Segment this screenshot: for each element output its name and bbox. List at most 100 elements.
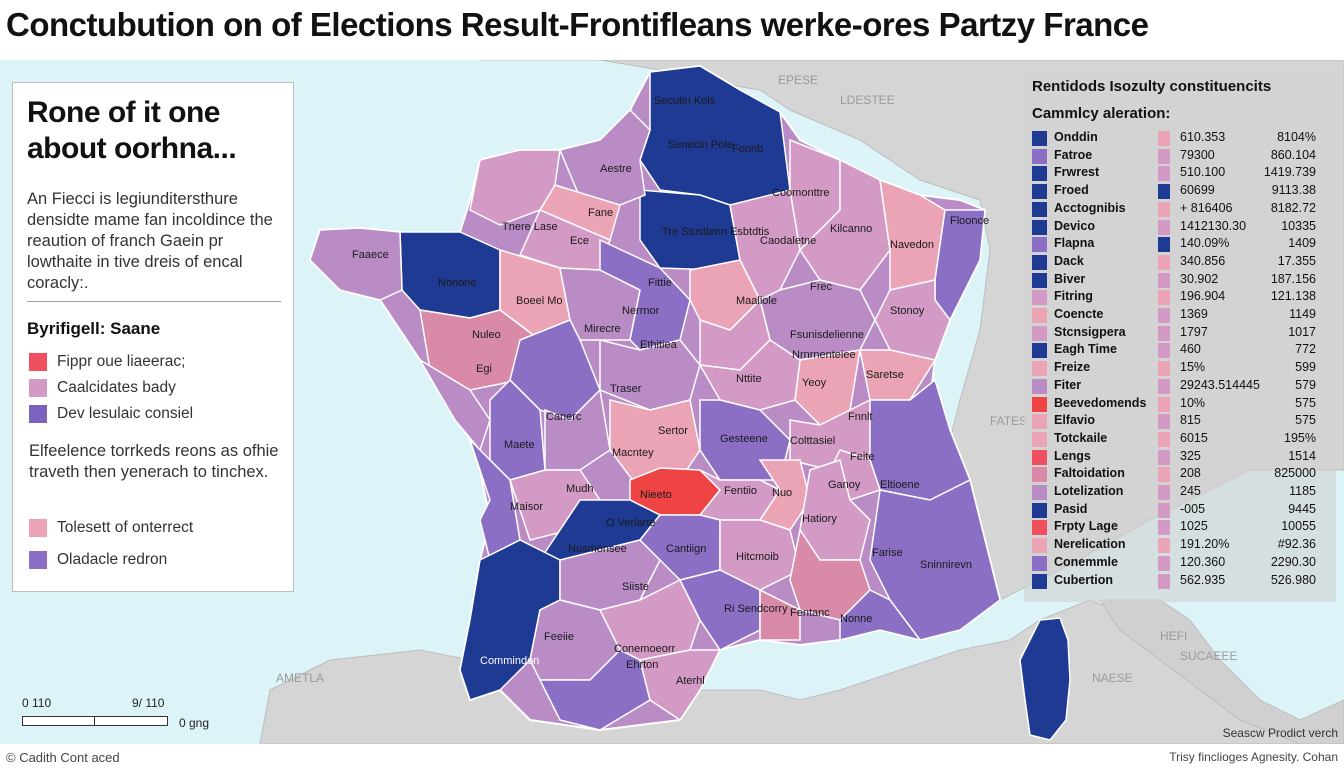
row-value-1: 610.353 <box>1180 130 1226 144</box>
table-row[interactable]: Elfavio 815 575 <box>1032 413 1332 430</box>
map-label: Floonce <box>950 215 989 227</box>
row-secondary-swatch <box>1158 219 1170 235</box>
table-row[interactable]: Totckaile 6015 195% <box>1032 431 1332 448</box>
row-color-swatch <box>1032 414 1047 430</box>
table-row[interactable]: Cubertion 562.935 526.980 <box>1032 573 1332 590</box>
legend-item: Oladacle redron <box>29 551 167 569</box>
row-value-1: 15% <box>1180 360 1206 375</box>
row-color-swatch <box>1032 254 1047 270</box>
row-name: Fatroe <box>1054 147 1093 162</box>
table-row[interactable]: Flapna 140.09% 1409 <box>1032 236 1332 253</box>
table-row[interactable]: Nerelication 191.20% #92.36 <box>1032 537 1332 554</box>
scale-label-left: 0 110 <box>22 696 52 710</box>
bg-label: EPESE <box>778 73 818 87</box>
row-value-1: 79300 <box>1180 147 1215 162</box>
row-color-swatch <box>1032 237 1047 253</box>
corsica[interactable] <box>1019 617 1071 741</box>
row-value-2: #92.36 <box>1277 537 1316 552</box>
map-label: Maaliole <box>736 295 777 307</box>
legend-label: Caalcidates bady <box>57 379 176 396</box>
map-label: Canerc <box>546 411 582 423</box>
row-color-swatch <box>1032 166 1047 182</box>
row-color-swatch <box>1032 520 1047 536</box>
table-row[interactable]: Beevedomends 10% 575 <box>1032 396 1332 413</box>
table-row[interactable]: Froed 60699 9113.38 <box>1032 183 1332 200</box>
table-row[interactable]: Frwrest 510.100 1419.739 <box>1032 165 1332 182</box>
row-color-swatch <box>1032 573 1047 589</box>
row-name: Beevedomends <box>1054 395 1147 410</box>
table-title: Rentidods Isozulty constituencits <box>1032 78 1272 95</box>
row-secondary-swatch <box>1158 325 1170 341</box>
table-row[interactable]: Fitring 196.904 121.138 <box>1032 289 1332 306</box>
table-row[interactable]: Devico 1412130.30 10335 <box>1032 219 1332 236</box>
map-labels: Secutin Kols Senecin Pole Fonnb Aestre C… <box>352 95 989 687</box>
row-name: Freize <box>1054 360 1091 375</box>
bg-label: AMETLA <box>276 671 324 685</box>
map-label: Feeiie <box>544 631 574 643</box>
row-color-swatch <box>1032 431 1047 447</box>
row-value-1: -005 <box>1180 501 1206 516</box>
row-secondary-swatch <box>1158 254 1170 270</box>
map-label: Sninnirevn <box>920 559 972 571</box>
legend-heading: Byrifigell: Saane <box>27 319 161 338</box>
region <box>639 649 722 722</box>
row-value-2: 575 <box>1295 395 1316 410</box>
row-name: Faltoidation <box>1054 466 1125 481</box>
table-row[interactable]: Onddin 610.353 8104% <box>1032 130 1332 147</box>
table-row[interactable]: Faltoidation 208 825000 <box>1032 466 1332 483</box>
table-row[interactable]: Coencte 1369 1149 <box>1032 307 1332 324</box>
table-row[interactable]: Lotelization 245 1185 <box>1032 484 1332 501</box>
row-name: Acctognibis <box>1054 200 1126 215</box>
row-value-1: 1797 <box>1180 324 1208 339</box>
row-secondary-swatch <box>1158 343 1170 359</box>
row-name: Eagh Time <box>1054 342 1117 357</box>
table-row[interactable]: Eagh Time 460 772 <box>1032 342 1332 359</box>
region <box>874 279 951 361</box>
table-row[interactable]: Biver 30.902 187.156 <box>1032 272 1332 289</box>
map-label: Fnnlt <box>848 411 872 423</box>
region <box>609 399 701 491</box>
map-label: Farise <box>872 547 903 559</box>
map-label: Maisor <box>510 501 543 513</box>
row-color-swatch <box>1032 290 1047 306</box>
map-label: Feite <box>850 451 874 463</box>
table-row[interactable]: Lengs 325 1514 <box>1032 449 1332 466</box>
row-color-swatch <box>1032 148 1047 164</box>
row-value-2: 2290.30 <box>1270 554 1316 569</box>
table-row[interactable]: Fiter 29243.514445 579 <box>1032 378 1332 395</box>
legend-swatch <box>29 551 47 569</box>
table-row[interactable]: Frpty Lage 1025 10055 <box>1032 519 1332 536</box>
row-color-swatch <box>1032 485 1047 500</box>
row-value-1: 30.902 <box>1180 271 1219 286</box>
map-label: Fonnb <box>732 143 763 155</box>
scale-bar-track <box>22 716 168 726</box>
table-row[interactable]: Pasid -005 9445 <box>1032 502 1332 519</box>
row-color-swatch <box>1032 201 1047 217</box>
region <box>839 589 922 642</box>
table-row[interactable]: Stcnsigpera 1797 1017 <box>1032 325 1332 342</box>
table-row[interactable]: Dack 340.856 17.355 <box>1032 254 1332 271</box>
row-value-2: 1409 <box>1288 236 1316 251</box>
table-row[interactable]: Acctognibis + 816406 8182.72 <box>1032 201 1332 218</box>
legend-swatch <box>29 353 47 371</box>
table-row[interactable]: Fatroe 79300 860.104 <box>1032 148 1332 165</box>
region <box>419 359 491 452</box>
table-row[interactable]: Freize 15% 599 <box>1032 360 1332 377</box>
legend-item: Fippr oue liaeerac; <box>29 353 185 371</box>
row-value-2: 825000 <box>1274 466 1316 481</box>
table-row[interactable]: Conemmle 120.360 2290.30 <box>1032 555 1332 572</box>
row-name: Cubertion <box>1054 572 1114 587</box>
row-value-1: 6015 <box>1180 430 1208 445</box>
region <box>759 588 801 641</box>
legend-swatch <box>29 519 47 537</box>
map-label: Colttasiel <box>790 435 835 447</box>
map-label: Maete <box>504 439 535 451</box>
row-secondary-swatch <box>1158 272 1170 288</box>
map-label: Egi <box>476 363 492 375</box>
row-color-swatch <box>1032 361 1047 377</box>
legend-label: Tolesett of onterrect <box>57 519 194 536</box>
row-secondary-swatch <box>1158 431 1170 447</box>
row-secondary-swatch <box>1158 378 1170 394</box>
row-secondary-swatch <box>1158 184 1170 200</box>
region <box>859 349 937 401</box>
